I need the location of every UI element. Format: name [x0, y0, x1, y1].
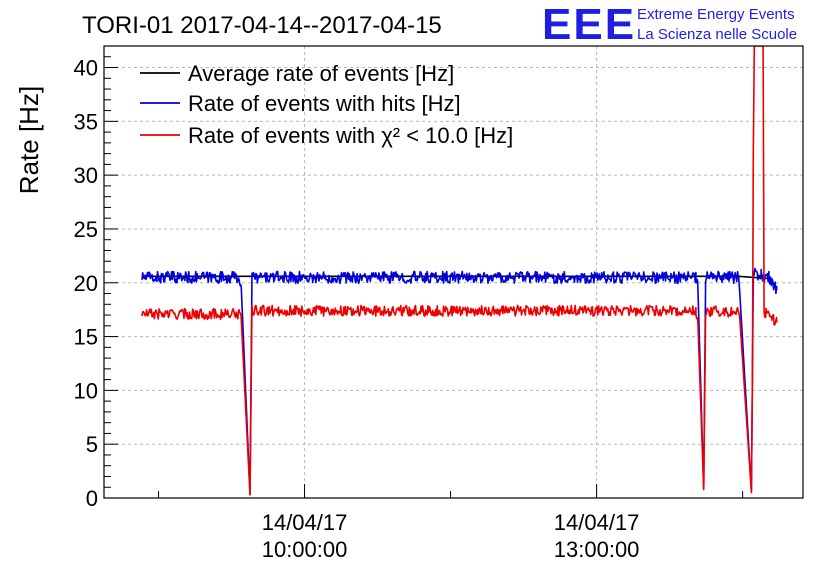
- y-tick-label: 30: [74, 163, 98, 188]
- grid: [104, 46, 803, 498]
- y-tick-label: 25: [74, 217, 98, 242]
- axes: 051015202530354014/04/1710:00:0014/04/17…: [74, 45, 744, 562]
- series-line-2: [141, 267, 778, 495]
- x-tick-label-time: 13:00:00: [554, 537, 640, 562]
- legend: Average rate of events [Hz] Rate of event…: [140, 61, 513, 148]
- y-tick-label: 10: [74, 378, 98, 403]
- series-lines: [141, 46, 778, 496]
- eee-logo-line2: La Scienza nelle Scuole: [637, 26, 797, 43]
- series-line-3: [141, 46, 778, 496]
- x-tick-label-date: 14/04/17: [554, 510, 640, 535]
- legend-label-3: Rate of events with χ² < 10.0 [Hz]: [188, 123, 513, 148]
- x-tick-label-date: 14/04/17: [262, 510, 348, 535]
- y-tick-label: 35: [74, 109, 98, 134]
- y-tick-label: 5: [86, 432, 98, 457]
- y-axis-label: Rate [Hz]: [14, 86, 44, 194]
- y-tick-label: 0: [86, 486, 98, 511]
- x-tick-label-time: 10:00:00: [262, 537, 348, 562]
- legend-label-1: Average rate of events [Hz]: [188, 61, 454, 86]
- chart-title: TORI-01 2017-04-14--2017-04-15: [82, 12, 442, 39]
- legend-label-2: Rate of events with hits [Hz]: [188, 91, 461, 116]
- y-tick-label: 15: [74, 325, 98, 350]
- y-tick-label: 20: [74, 271, 98, 296]
- eee-logo: EEE Extreme Energy Events La Scienza nel…: [542, 0, 797, 49]
- y-tick-label: 40: [74, 56, 98, 81]
- eee-logo-mark: EEE: [542, 0, 636, 49]
- eee-logo-line1: Extreme Energy Events: [637, 6, 795, 23]
